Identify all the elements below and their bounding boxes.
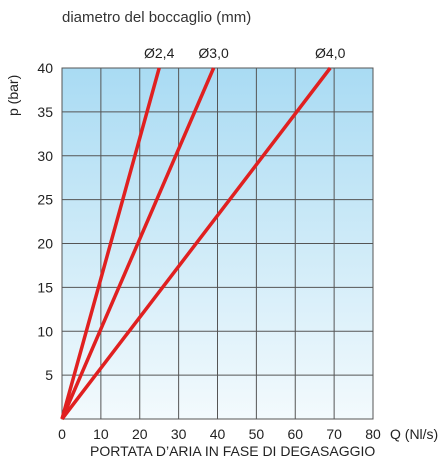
y-tick-label: 30	[37, 148, 53, 164]
y-tick-label: 10	[37, 323, 53, 339]
x-tick-label: 20	[132, 426, 148, 442]
grid-layer	[61, 67, 374, 420]
x-tick-label: 70	[326, 426, 342, 442]
series-line	[60, 67, 161, 420]
y-tick-label: 15	[37, 279, 53, 295]
x-tick-label: 50	[249, 426, 265, 442]
chart-title: diametro del boccaglio (mm)	[62, 9, 251, 26]
y-tick-label: 40	[37, 60, 53, 76]
y-axis-label: p (bar)	[5, 75, 21, 116]
series-line	[60, 67, 216, 420]
series-label: Ø2,4	[144, 45, 175, 61]
series-label: Ø4,0	[315, 45, 346, 61]
series-layer: Ø2,4 Ø3,0 Ø4,0	[60, 45, 346, 421]
x-axis-label: Q (Nl/s)	[390, 426, 438, 442]
x-tick-label: 0	[58, 426, 66, 442]
plot-frame	[61, 67, 374, 420]
x-axis-caption: PORTATA D’ARIA IN FASE DI DEGASAGGIO	[90, 443, 375, 459]
y-tick-label: 35	[37, 104, 53, 120]
x-tick-label: 40	[210, 426, 226, 442]
y-tick-label: 25	[37, 192, 53, 208]
x-tick-label: 80	[365, 426, 381, 442]
series-label: Ø3,0	[198, 45, 229, 61]
x-tick-label: 60	[287, 426, 303, 442]
tick-layer: 0 10 20 30 40 50 60 70 80 5 10 15 20 25 30 35 40	[37, 60, 381, 442]
x-tick-label: 30	[171, 426, 187, 442]
x-tick-label: 10	[93, 426, 109, 442]
y-tick-label: 5	[45, 367, 53, 383]
y-tick-label: 20	[37, 236, 53, 252]
series-line	[60, 66, 332, 421]
